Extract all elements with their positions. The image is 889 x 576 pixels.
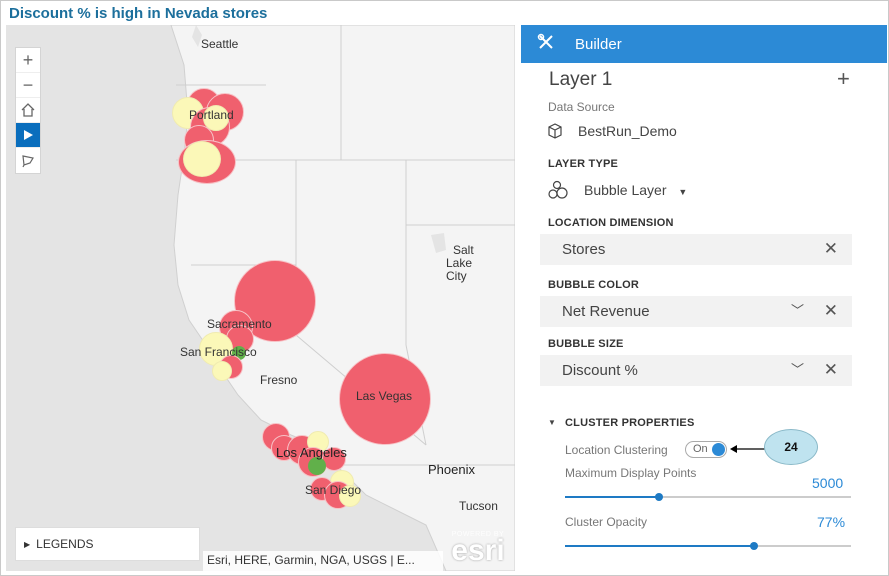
legends-label: LEGENDS <box>36 537 94 551</box>
cube-icon <box>547 123 563 144</box>
home-icon <box>21 103 35 117</box>
builder-title: Builder <box>575 35 622 53</box>
location-dimension-value: Stores <box>562 241 606 258</box>
bubble[interactable] <box>339 485 361 507</box>
city-label: Sacramento <box>207 317 272 331</box>
bubble-size-label: BUBBLE SIZE <box>548 338 624 350</box>
location-dimension-label: LOCATION DIMENSION <box>548 217 674 229</box>
max-display-points-slider[interactable] <box>565 493 851 501</box>
city-label: Seattle <box>201 37 239 51</box>
lasso-button[interactable] <box>16 148 40 173</box>
esri-powered-text: POWERED BY <box>451 531 505 538</box>
cluster-properties-label[interactable]: CLUSTER PROPERTIES <box>565 417 695 429</box>
lasso-icon <box>22 154 34 167</box>
cluster-opacity-value: 77% <box>817 514 846 530</box>
bubble-layer-icon <box>547 180 571 205</box>
bubble-size-value: Discount % <box>562 362 638 379</box>
map-view[interactable]: Seattle Salt Lake City Fresno Phoenix Tu… <box>6 25 515 571</box>
builder-header: Builder <box>521 25 887 63</box>
home-button[interactable] <box>16 98 40 123</box>
zoom-in-button[interactable]: + <box>16 48 40 73</box>
bubble-color-value: Net Revenue <box>562 303 650 320</box>
caret-right-icon: ▶ <box>24 539 31 549</box>
data-source-value[interactable]: BestRun_Demo <box>578 123 677 139</box>
location-clustering-label: Location Clustering <box>565 443 668 457</box>
city-label: San Diego <box>305 483 362 497</box>
caret-down-icon[interactable]: ▼ <box>548 418 556 427</box>
slider-knob[interactable] <box>655 493 664 501</box>
bubble-color-field[interactable]: Net Revenue ﹀ ✕ <box>540 296 852 327</box>
select-button[interactable] <box>16 123 40 148</box>
pointer-icon <box>24 130 33 140</box>
layer-type-label: LAYER TYPE <box>548 158 619 170</box>
chevron-down-icon[interactable]: ﹀ <box>790 362 804 377</box>
chevron-down-icon[interactable]: ﹀ <box>790 303 804 318</box>
bubble[interactable] <box>212 361 232 381</box>
slider-fill <box>565 545 754 547</box>
city-label: City <box>446 269 467 283</box>
bubble-color-label: BUBBLE COLOR <box>548 279 640 291</box>
bubble[interactable] <box>322 447 346 471</box>
cluster-opacity-slider[interactable] <box>565 542 851 550</box>
slider-knob[interactable] <box>749 542 758 550</box>
add-layer-button[interactable]: + <box>837 66 850 91</box>
page-title: Discount % is high in Nevada stores <box>9 5 268 22</box>
data-source-label: Data Source <box>548 100 615 114</box>
cluster-opacity-label: Cluster Opacity <box>565 515 648 529</box>
legends-toggle[interactable]: ▶ LEGENDS <box>15 527 200 561</box>
city-label: Salt <box>453 243 474 257</box>
bubble[interactable] <box>339 353 431 445</box>
callout-arrow <box>730 445 768 453</box>
esri-logo-text: esri <box>451 534 505 567</box>
max-display-points-value: 5000 <box>812 475 844 491</box>
bubble-size-field[interactable]: Discount % ﹀ ✕ <box>540 355 852 386</box>
close-icon[interactable]: ✕ <box>823 360 838 379</box>
builder-panel: Builder Layer 1 + Data Source BestRun_De… <box>521 25 887 571</box>
city-label: Las Vegas <box>356 389 413 403</box>
city-label: Fresno <box>260 373 298 387</box>
esri-logo: POWERED BY esri <box>446 531 510 571</box>
map-attribution: Esri, HERE, Garmin, NGA, USGS | E... <box>203 551 443 571</box>
slider-fill <box>565 496 660 498</box>
city-label: Los Angeles <box>276 445 347 460</box>
max-display-points-label: Maximum Display Points <box>565 466 697 480</box>
location-dimension-field[interactable]: Stores ✕ <box>540 234 852 265</box>
caret-down-icon: ▼ <box>678 187 688 197</box>
callout-bubble: 24 <box>764 429 818 465</box>
bubble[interactable] <box>308 457 326 475</box>
zoom-out-button[interactable]: − <box>16 73 40 98</box>
city-label: Lake <box>446 256 473 270</box>
tools-icon <box>537 33 557 56</box>
toggle-state: On <box>693 443 708 455</box>
toggle-knob <box>712 443 725 456</box>
layer-type-select[interactable]: Bubble Layer ▼ <box>584 182 687 198</box>
close-icon[interactable]: ✕ <box>823 301 838 320</box>
layer-name: Layer 1 <box>549 69 613 90</box>
city-label: Tucson <box>459 499 498 513</box>
close-icon[interactable]: ✕ <box>823 239 838 258</box>
city-label: Portland <box>189 108 234 122</box>
location-clustering-toggle[interactable]: On <box>685 441 727 458</box>
map-toolbar: + − <box>15 47 41 174</box>
bubble[interactable] <box>183 141 221 177</box>
city-label: San Francisco <box>180 345 257 359</box>
city-label: Phoenix <box>428 462 475 477</box>
layer-type-value: Bubble Layer <box>584 182 667 198</box>
